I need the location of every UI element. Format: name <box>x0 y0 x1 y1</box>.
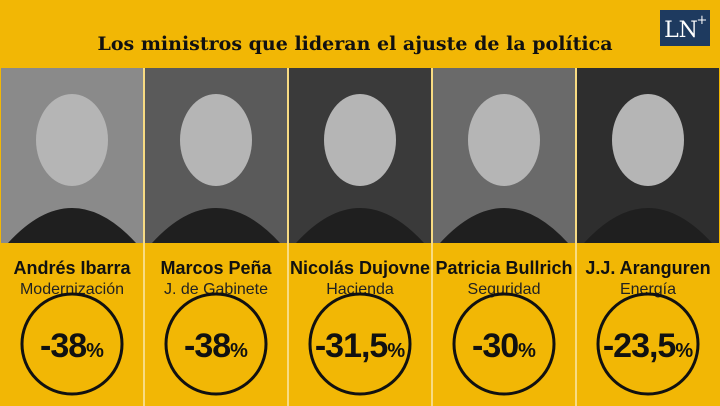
photo-body <box>152 208 280 243</box>
photo-body <box>296 208 424 243</box>
photo-body <box>440 208 568 243</box>
person-name: J.J. Aranguren <box>585 258 710 278</box>
value-label: -23,5% <box>603 327 694 365</box>
person-role: Hacienda <box>326 281 394 298</box>
person-role: Energía <box>620 281 676 298</box>
logo-text: LN <box>664 18 698 43</box>
value-label: -38% <box>40 327 104 365</box>
value-circle <box>308 292 412 396</box>
photo-head <box>324 94 396 186</box>
value-label: -30% <box>472 327 536 365</box>
value-circle <box>452 292 556 396</box>
photo-body <box>8 208 136 243</box>
value-unit: % <box>86 340 104 362</box>
value-label: -38% <box>184 327 248 365</box>
value-unit: % <box>387 340 405 362</box>
person-column: J.J. Aranguren Energía -23,5% <box>577 68 719 396</box>
person-role: Seguridad <box>468 281 541 298</box>
person-name: Andrés Ibarra <box>13 258 131 278</box>
photo-head <box>468 94 540 186</box>
person-column: Patricia Bullrich Seguridad -30% <box>433 68 575 396</box>
person-role: J. de Gabinete <box>164 281 268 298</box>
logo-box <box>660 10 710 46</box>
logo: LN + <box>660 10 710 46</box>
person-role: Modernización <box>20 281 124 298</box>
photo-head <box>180 94 252 186</box>
value-unit: % <box>230 340 248 362</box>
value-unit: % <box>518 340 536 362</box>
photo-head <box>36 94 108 186</box>
title: Los ministros que lideran el ajuste de l… <box>97 33 612 55</box>
value-number: -30 <box>472 327 518 365</box>
value-circle <box>164 292 268 396</box>
person-column: Marcos Peña J. de Gabinete -38% <box>145 68 287 396</box>
photo-head <box>612 94 684 186</box>
value-label: -31,5% <box>315 327 406 365</box>
person-column: Nicolás Dujovne Hacienda -31,5% <box>289 68 431 396</box>
value-unit: % <box>675 340 693 362</box>
logo-sup: + <box>697 13 708 28</box>
value-circle <box>596 292 700 396</box>
person-name: Marcos Peña <box>160 258 272 278</box>
person-name: Patricia Bullrich <box>435 258 572 278</box>
value-circle <box>20 292 124 396</box>
photo-body <box>584 208 712 243</box>
person-name: Nicolás Dujovne <box>290 258 430 278</box>
value-number: -38 <box>184 327 230 365</box>
value-number: -38 <box>40 327 86 365</box>
person-column: Andrés Ibarra Modernización -38% <box>1 68 143 396</box>
value-number: -23,5 <box>603 327 676 365</box>
value-number: -31,5 <box>315 327 388 365</box>
